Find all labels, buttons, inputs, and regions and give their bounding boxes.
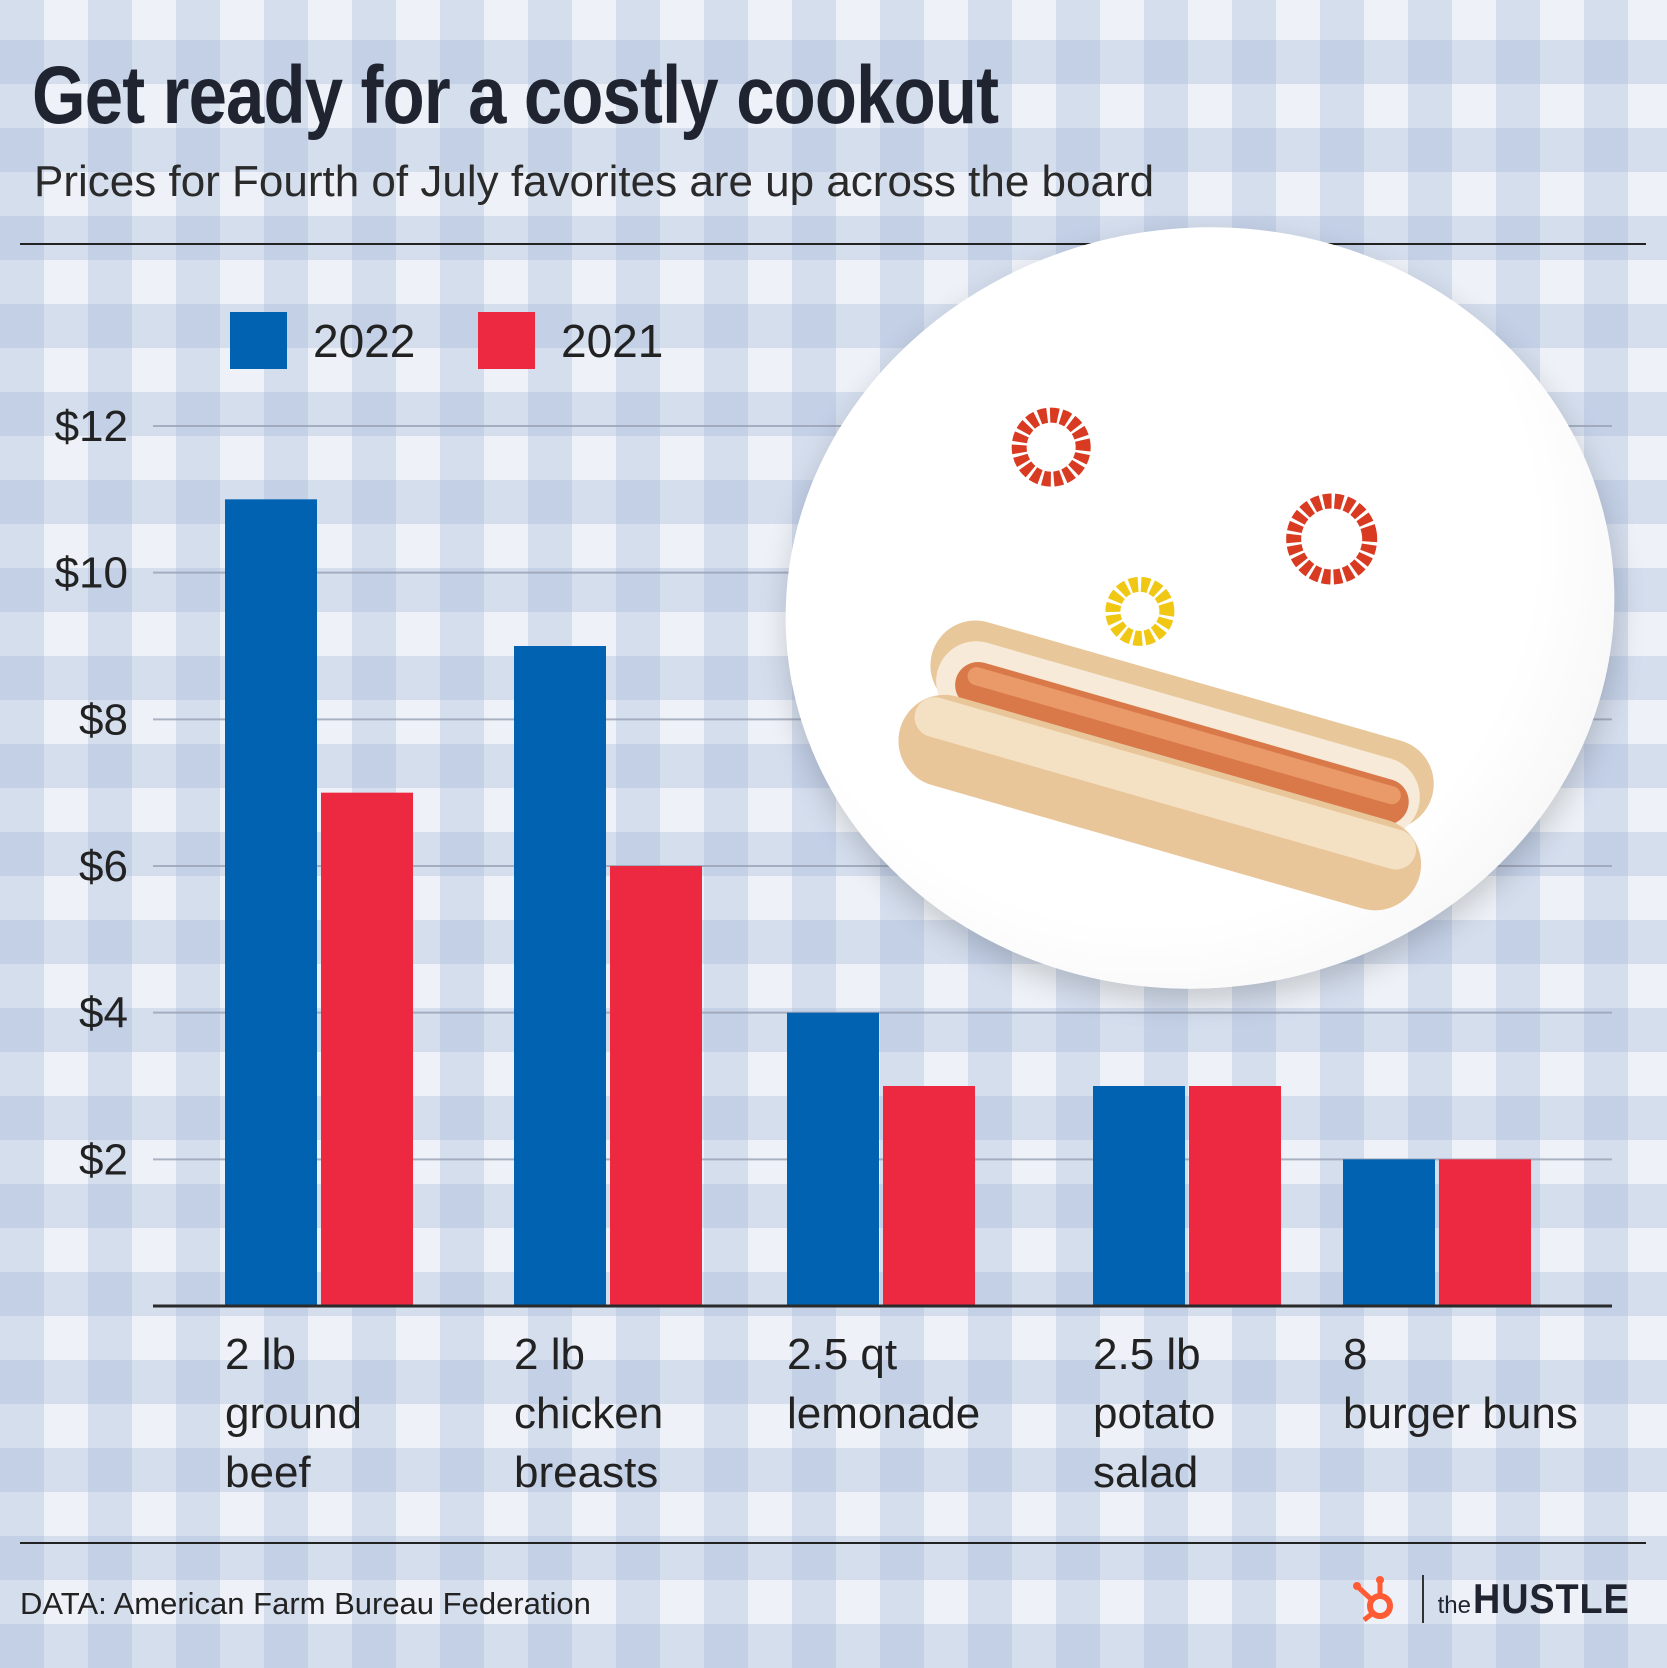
x-category-label: 2.5 qt (787, 1330, 897, 1379)
brand-logo: the HUSTLE (1350, 1574, 1647, 1624)
legend-swatch-2022 (230, 312, 287, 369)
y-tick-label: $2 (79, 1135, 128, 1184)
x-category-label: 2 lb (514, 1330, 585, 1379)
x-category-label: potato (1093, 1389, 1215, 1438)
x-category-label: burger buns (1343, 1389, 1578, 1438)
bar-2022 (225, 499, 317, 1306)
brand-prefix: the (1437, 1592, 1471, 1619)
x-category-label: 8 (1343, 1330, 1367, 1379)
bar-2021 (883, 1086, 975, 1306)
legend-label-2022: 2022 (313, 314, 416, 367)
y-tick-label: $6 (79, 842, 128, 891)
legend-item-2021: 2021 (478, 312, 663, 369)
bar-2021 (610, 866, 702, 1306)
x-category-label: ground (225, 1389, 362, 1438)
x-category-label: breasts (514, 1448, 658, 1497)
bar-2021 (1189, 1086, 1281, 1306)
x-category-label: lemonade (787, 1389, 980, 1438)
brand-name: HUSTLE (1473, 1575, 1630, 1622)
y-tick-label: $12 (55, 402, 128, 451)
data-source: DATA: American Farm Bureau Federation (20, 1586, 591, 1621)
legend-item-2022: 2022 (230, 312, 415, 369)
plate-image (736, 173, 1664, 1043)
x-category-label: 2 lb (225, 1330, 296, 1379)
bar-2021 (321, 792, 413, 1306)
bar-2022 (514, 646, 606, 1306)
top-divider (20, 243, 1646, 245)
chart-title: Get ready for a costly cookout (32, 50, 999, 141)
bar-2022 (1093, 1086, 1185, 1306)
plate-with-hot-dog-icon (898, 407, 1434, 911)
hubspot-sprocket-icon (1352, 1576, 1393, 1622)
x-category-label: salad (1093, 1448, 1198, 1497)
legend-label-2021: 2021 (561, 314, 664, 367)
brand-divider (1421, 1575, 1424, 1623)
bottom-divider (20, 1542, 1646, 1544)
y-tick-label: $10 (55, 549, 128, 598)
bar-2022 (1343, 1159, 1435, 1306)
y-tick-label: $8 (79, 695, 128, 744)
x-category-label: beef (225, 1448, 311, 1497)
x-category-label: 2.5 lb (1093, 1330, 1201, 1379)
bar-2022 (787, 1012, 879, 1306)
legend-swatch-2021 (478, 312, 535, 369)
chart-subtitle: Prices for Fourth of July favorites are … (34, 157, 1155, 206)
x-category-label: chicken (514, 1389, 663, 1438)
bar-2021 (1439, 1159, 1531, 1306)
y-tick-label: $4 (79, 989, 128, 1038)
